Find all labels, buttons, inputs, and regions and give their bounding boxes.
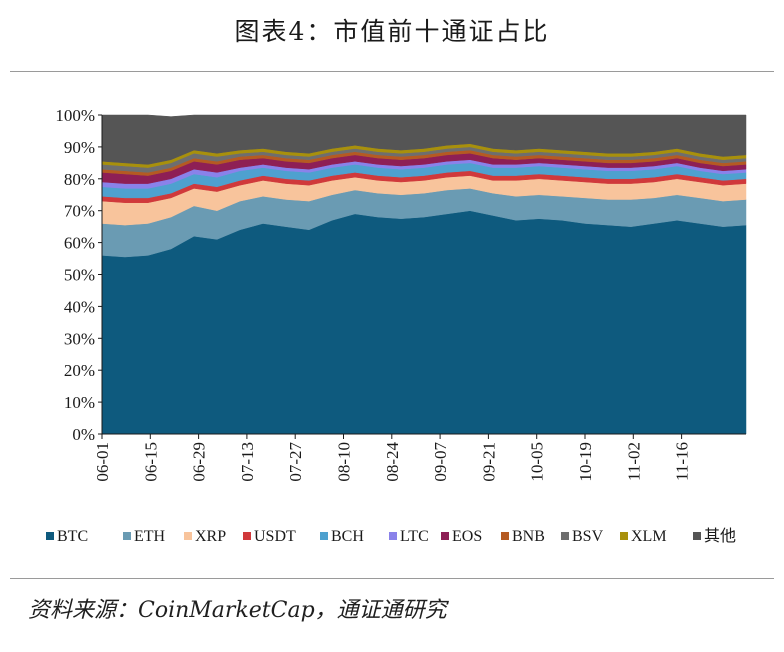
y-tick-label: 100% — [55, 106, 95, 125]
y-tick-label: 20% — [64, 361, 95, 380]
legend-item: XRP — [184, 528, 226, 545]
legend-swatch — [184, 532, 192, 540]
legend-item: LTC — [389, 528, 429, 545]
x-tick-label: 07-13 — [238, 442, 257, 482]
x-tick-label: 11-16 — [673, 442, 692, 481]
legend-item: BCH — [320, 528, 364, 545]
legend-swatch — [693, 532, 701, 540]
legend-swatch — [441, 532, 449, 540]
legend-label: BTC — [57, 528, 88, 545]
x-axis: 06-01 06-15 06-29 07-13 07-27 08-10 08-24 09-07… — [93, 433, 746, 482]
legend-label: BCH — [331, 528, 364, 545]
x-tick-label: 09-21 — [479, 442, 498, 482]
y-tick-label: 40% — [64, 297, 95, 316]
legend-label: ETH — [134, 528, 166, 545]
x-tick-label: 11-02 — [624, 442, 643, 481]
title-divider — [10, 71, 774, 72]
x-tick-label: 06-15 — [141, 442, 160, 482]
chart-title: 图表4：市值前十通证占比 — [234, 17, 550, 46]
legend-item: XLM — [620, 528, 667, 545]
y-tick-label: 80% — [64, 170, 95, 189]
plot-area — [101, 114, 747, 435]
legend-label: XRP — [195, 528, 226, 545]
legend-label: 其他 — [704, 527, 736, 545]
legend-label: USDT — [254, 528, 296, 545]
y-tick-label: 30% — [64, 329, 95, 348]
legend-item: EOS — [441, 528, 482, 545]
stacked-area-chart: 0%10%20%30%40%50%60%70%80%90%100% 06-01 0… — [46, 106, 747, 545]
legend-swatch — [501, 532, 509, 540]
legend-swatch — [561, 532, 569, 540]
x-tick-label: 09-07 — [431, 442, 450, 482]
legend-item: BSV — [561, 528, 604, 545]
area-series-btc — [101, 210, 747, 435]
legend-swatch — [123, 532, 131, 540]
y-tick-label: 0% — [72, 425, 95, 444]
legend-label: BSV — [572, 528, 604, 545]
source-divider — [10, 578, 774, 579]
legend-swatch — [620, 532, 628, 540]
legend-label: EOS — [452, 528, 482, 545]
x-tick-label: 06-01 — [93, 442, 112, 482]
legend-item: USDT — [243, 528, 296, 545]
legend-swatch — [389, 532, 397, 540]
x-tick-label: 08-10 — [335, 442, 354, 482]
x-tick-label: 10-05 — [528, 442, 547, 482]
x-tick-label: 07-27 — [286, 442, 305, 482]
y-tick-label: 50% — [64, 266, 95, 285]
y-axis: 0% 10% 20% 30% 40% 50% 60% 70% 80% 90% 100% — [55, 106, 103, 444]
legend-swatch — [320, 532, 328, 540]
legend-item: BNB — [501, 528, 545, 545]
source-note: 资料来源：CoinMarketCap，通证通研究 — [28, 598, 447, 623]
legend-item: ETH — [123, 528, 166, 545]
x-tick-label: 10-19 — [576, 442, 595, 482]
legend-label: BNB — [512, 528, 545, 545]
x-tick-label: 06-29 — [190, 442, 209, 482]
legend-item: BTC — [46, 528, 88, 545]
y-tick-label: 70% — [64, 202, 95, 221]
legend: BTC ETH XRP USDT BCH LTC EOS BNB BSV XLM 其他 — [46, 527, 736, 545]
legend-label: LTC — [400, 528, 429, 545]
y-tick-label: 90% — [64, 138, 95, 157]
y-tick-label: 10% — [64, 393, 95, 412]
legend-label: XLM — [631, 528, 667, 545]
legend-swatch — [46, 532, 54, 540]
area-series-other — [101, 114, 747, 165]
legend-swatch — [243, 532, 251, 540]
y-tick-label: 60% — [64, 234, 95, 253]
legend-item: 其他 — [693, 527, 736, 545]
x-tick-label: 08-24 — [383, 442, 402, 482]
